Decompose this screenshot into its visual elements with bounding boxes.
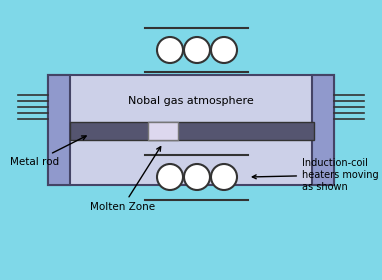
Circle shape [211,37,237,63]
Bar [312,75,334,185]
Circle shape [157,37,183,63]
Bar [148,122,178,140]
Circle shape [157,164,183,190]
Text: Induction-coil
heaters moving
as shown: Induction-coil heaters moving as shown [253,158,379,192]
Bar [48,75,334,185]
Text: Metal rod: Metal rod [10,136,86,167]
Circle shape [184,37,210,63]
Bar [48,75,70,185]
Text: Molten Zone: Molten Zone [90,147,161,212]
Text: Nobal gas atmosphere: Nobal gas atmosphere [128,96,254,106]
Bar [70,122,314,140]
Circle shape [184,164,210,190]
Circle shape [211,164,237,190]
